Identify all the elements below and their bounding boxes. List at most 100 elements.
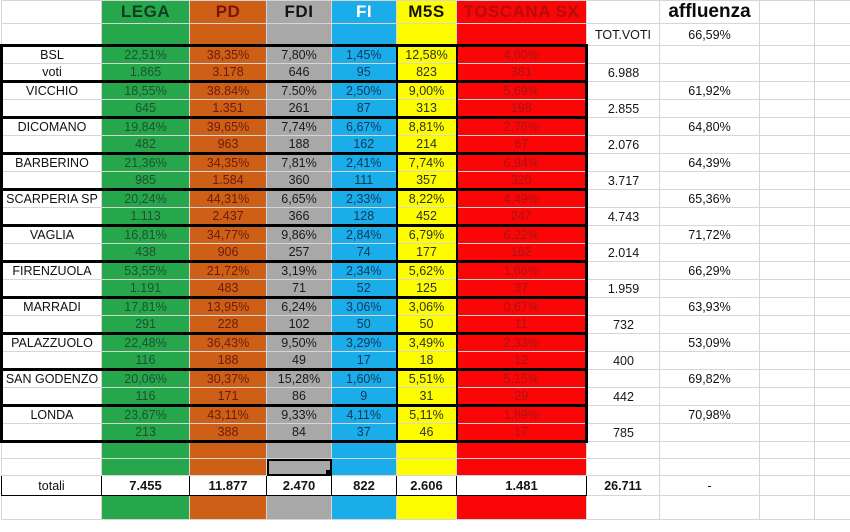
corner-cell[interactable] [1, 0, 102, 24]
cell-fill[interactable] [101, 440, 190, 459]
cell-fill[interactable] [266, 440, 332, 459]
cell-pct-lega[interactable]: 17,81% [101, 296, 190, 316]
cell-empty[interactable] [814, 171, 850, 190]
cell-empty[interactable] [814, 243, 850, 262]
cell-empty[interactable] [814, 279, 850, 298]
cell-votes-fi[interactable]: 52 [331, 279, 397, 298]
cell-fill[interactable] [189, 23, 267, 46]
party-header-toscana-sx[interactable]: TOSCANA SX [456, 0, 587, 24]
cell-pct-m5s[interactable]: 3,49% [395, 332, 457, 352]
votes-label[interactable] [0, 207, 102, 226]
municipality-label[interactable]: LONDA [0, 404, 102, 424]
cell-pct-m5s[interactable]: 8,81% [395, 116, 457, 136]
cell-fill[interactable] [331, 458, 397, 476]
tot-voti-value[interactable]: 1.959 [586, 279, 660, 298]
municipality-label[interactable]: BARBERINO [0, 152, 102, 172]
votes-label[interactable] [0, 135, 102, 154]
cell-fill[interactable] [396, 23, 457, 46]
cell-empty[interactable] [586, 0, 660, 24]
cell-empty[interactable] [659, 207, 760, 226]
cell-empty[interactable] [1, 495, 102, 520]
cell-votes-fdi[interactable]: 188 [266, 135, 332, 154]
cell-total-fi[interactable]: 822 [331, 475, 397, 496]
cell-votes-fdi[interactable]: 84 [266, 423, 332, 442]
cell-votes-m5s[interactable]: 313 [395, 99, 457, 118]
cell-votes-fi[interactable]: 74 [331, 243, 397, 262]
party-header-fdi[interactable]: FDI [266, 0, 332, 24]
cell-empty[interactable] [814, 297, 850, 316]
cell-empty[interactable] [1, 23, 102, 46]
cell-pct-m5s[interactable]: 12,58% [395, 44, 457, 64]
cell-total-lega[interactable]: 7.455 [101, 475, 190, 496]
cell-votes-fi[interactable]: 9 [331, 387, 397, 406]
cell-fill[interactable] [189, 495, 267, 520]
votes-label[interactable] [0, 243, 102, 262]
cell-pct-fdi[interactable]: 6,65% [266, 188, 332, 208]
tot-voti-value[interactable]: 785 [586, 423, 660, 442]
votes-label[interactable] [0, 171, 102, 190]
cell-empty[interactable] [759, 171, 815, 190]
votes-label[interactable] [0, 279, 102, 298]
cell-votes-pd[interactable]: 2.437 [189, 207, 267, 226]
cell-votes-fi[interactable]: 50 [331, 315, 397, 334]
cell-empty[interactable] [814, 405, 850, 424]
cell-fill[interactable] [456, 495, 587, 520]
cell-pct-pd[interactable]: 38.84% [189, 80, 267, 100]
cell-empty[interactable] [814, 45, 850, 64]
affluenza-value[interactable]: 69,82% [659, 369, 760, 388]
votes-label[interactable] [0, 387, 102, 406]
cell-fill[interactable] [189, 458, 267, 476]
affluenza-value[interactable]: 71,72% [659, 225, 760, 244]
cell-fill[interactable] [331, 440, 397, 459]
cell-pct-toscana-sx[interactable]: 5,69% [455, 80, 588, 100]
cell-empty[interactable] [759, 369, 815, 388]
cell-pct-m5s[interactable]: 3,06% [395, 296, 457, 316]
cell-votes-fdi[interactable]: 86 [266, 387, 332, 406]
cell-empty[interactable] [659, 279, 760, 298]
cell-empty[interactable] [659, 387, 760, 406]
cell-empty[interactable] [759, 279, 815, 298]
cell-empty[interactable] [586, 117, 660, 136]
cell-empty[interactable] [586, 225, 660, 244]
cell-votes-lega[interactable]: 645 [101, 99, 190, 118]
party-header-m5s[interactable]: M5S [396, 0, 457, 24]
cell-empty[interactable] [814, 153, 850, 172]
cell-pct-lega[interactable]: 22,51% [101, 44, 190, 64]
cell-pct-toscana-sx[interactable]: 1,66% [455, 260, 588, 280]
cell-votes-fdi[interactable]: 49 [266, 351, 332, 370]
municipality-label[interactable]: SAN GODENZO [0, 368, 102, 388]
cell-pct-m5s[interactable]: 5,62% [395, 260, 457, 280]
cell-fill[interactable] [101, 495, 190, 520]
cell-pct-fi[interactable]: 6,67% [331, 116, 397, 136]
cell-empty[interactable] [586, 458, 660, 476]
cell-fill[interactable] [456, 440, 587, 459]
cell-empty[interactable] [659, 458, 760, 476]
cell-empty[interactable] [586, 297, 660, 316]
cell-fill[interactable] [396, 440, 457, 459]
cell-empty[interactable] [759, 297, 815, 316]
cell-pct-fi[interactable]: 4,11% [331, 404, 397, 424]
cell-empty[interactable] [759, 153, 815, 172]
cell-empty[interactable] [759, 423, 815, 442]
cell-votes-lega[interactable]: 1.113 [101, 207, 190, 226]
cell-pct-fi[interactable]: 3,06% [331, 296, 397, 316]
cell-pct-fi[interactable]: 1,60% [331, 368, 397, 388]
cell-pct-fi[interactable]: 3,29% [331, 332, 397, 352]
affluenza-value[interactable]: 61,92% [659, 81, 760, 100]
tot-voti-value[interactable]: 400 [586, 351, 660, 370]
cell-empty[interactable] [814, 475, 850, 496]
cell-empty[interactable] [814, 315, 850, 334]
cell-empty[interactable] [814, 333, 850, 352]
cell-empty[interactable] [814, 23, 850, 46]
municipality-label[interactable]: VICCHIO [0, 80, 102, 100]
votes-label[interactable] [0, 423, 102, 442]
cell-pct-fdi[interactable]: 15,28% [266, 368, 332, 388]
cell-votes-lega[interactable]: 482 [101, 135, 190, 154]
cell-empty[interactable] [814, 261, 850, 280]
cell-pct-fdi[interactable]: 7.50% [266, 80, 332, 100]
cell-pct-toscana-sx[interactable]: 4,49% [455, 188, 588, 208]
cell-fill[interactable] [331, 23, 397, 46]
cell-pct-lega[interactable]: 20,06% [101, 368, 190, 388]
cell-votes-toscana-sx[interactable]: 320 [455, 171, 588, 190]
party-header-fi[interactable]: FI [331, 0, 397, 24]
